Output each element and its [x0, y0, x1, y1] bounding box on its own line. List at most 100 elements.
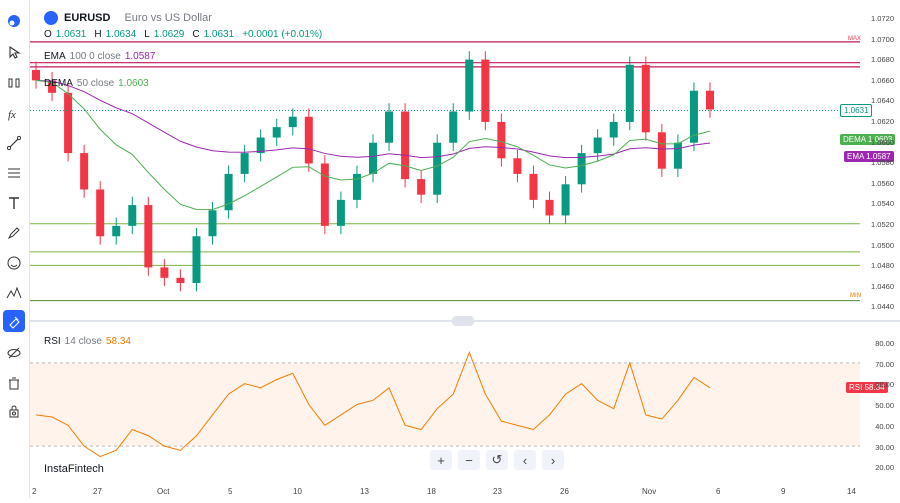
drawing-toolbar: fx	[0, 0, 30, 498]
text-icon[interactable]	[3, 192, 25, 214]
dema-value: 1.0603	[118, 78, 149, 89]
zoom-out-button[interactable]: −	[458, 450, 480, 470]
price-tick: 1.0520	[871, 220, 894, 229]
chart-canvas[interactable]	[30, 0, 900, 498]
logo-icon	[3, 10, 25, 32]
chart-area[interactable]: EURUSD Euro vs US Dollar O 1.0631 H 1.06…	[30, 0, 900, 498]
candle-body	[513, 158, 522, 174]
candle-body	[385, 111, 394, 143]
candle-body	[64, 92, 73, 154]
time-tick: 9	[781, 487, 786, 496]
ema-value: 1.0587	[124, 51, 156, 62]
reset-icon[interactable]: ↺	[486, 450, 508, 470]
rsi-tick: 60.00	[875, 380, 894, 390]
dema-label: DEMA	[44, 78, 73, 89]
candle-body	[32, 69, 40, 81]
candle-type-icon[interactable]	[3, 72, 25, 94]
scroll-back-button[interactable]: ‹	[514, 450, 536, 470]
candle-body	[112, 225, 121, 237]
pattern-icon[interactable]	[3, 282, 25, 304]
candle-body	[304, 116, 313, 164]
zoom-in-button[interactable]: +	[430, 450, 452, 470]
time-tick: 27	[93, 487, 102, 496]
dema-legend[interactable]: DEMA 50 close 1.0603	[44, 78, 149, 89]
rsi-tick: 70.00	[875, 359, 894, 369]
delete-icon[interactable]	[3, 372, 25, 394]
fib-icon[interactable]	[3, 162, 25, 184]
scroll-forward-button[interactable]: ›	[542, 450, 564, 470]
candle-body	[96, 189, 105, 237]
candle-body	[352, 173, 361, 200]
time-tick: 18	[427, 487, 436, 496]
last-price-tag: 1.0631	[840, 104, 873, 117]
candle-body	[80, 153, 89, 190]
symbol-name: Euro vs US Dollar	[124, 12, 212, 24]
high-label: H	[94, 29, 102, 40]
price-tick: 1.0600	[871, 137, 894, 147]
candle-body	[160, 267, 169, 278]
candle-body	[449, 111, 458, 143]
candle-body	[401, 111, 410, 180]
pane-resize-handle	[452, 316, 474, 326]
brush-icon[interactable]	[3, 222, 25, 244]
rsi-legend[interactable]: RSI 14 close 58.34	[44, 336, 131, 347]
settings-icon[interactable]	[3, 400, 25, 422]
time-tick: 2	[32, 487, 37, 496]
close-value: 1.0631	[203, 29, 235, 40]
chart-controls: + − ↺ ‹ ›	[430, 450, 564, 470]
magnet-icon[interactable]	[3, 310, 25, 332]
candle-body	[208, 210, 217, 237]
price-tick: 1.0440	[871, 302, 894, 312]
high-value: 1.0634	[105, 29, 137, 40]
ema-params: 100 0 close	[69, 51, 121, 62]
close-label: C	[192, 29, 200, 40]
candle-body	[369, 142, 377, 174]
rsi-tick: 80.00	[875, 339, 894, 348]
rsi-tick: 20.00	[875, 463, 894, 473]
cursor-icon[interactable]	[3, 42, 25, 64]
candle-body	[609, 121, 618, 138]
hide-icon[interactable]	[3, 342, 25, 364]
rsi-band	[30, 362, 860, 447]
dema-tag: DEMA 1.0603	[840, 134, 896, 145]
low-label: L	[144, 29, 150, 40]
price-tick: 1.0580	[871, 158, 894, 168]
low-value: 1.0629	[153, 29, 185, 40]
candle-body	[577, 153, 586, 185]
time-tick: 14	[847, 487, 856, 496]
ema-legend[interactable]: EMA 100 0 close 1.0587	[44, 51, 155, 62]
candle-body	[224, 173, 233, 211]
candle-body	[545, 199, 554, 216]
price-tick: 1.0620	[871, 117, 894, 126]
candle-body	[625, 64, 634, 122]
svg-text:fx: fx	[8, 109, 16, 121]
price-tick: 1.0680	[871, 55, 894, 65]
candle-body	[433, 142, 442, 195]
rsi-label: RSI	[44, 336, 61, 347]
ema-tag: EMA 1.0587	[844, 151, 894, 162]
candle-body	[48, 80, 57, 93]
watermark: InstaFintech	[44, 463, 104, 475]
ema-label: EMA	[44, 51, 66, 62]
ohlc-legend: O 1.0631 H 1.0634 L 1.0629 C 1.0631 +0.0…	[44, 29, 322, 40]
candle-body	[176, 277, 185, 284]
price-tick: 1.0700	[871, 34, 894, 44]
indicator-icon[interactable]: fx	[3, 102, 25, 124]
rsi-value: 58.34	[105, 336, 131, 347]
candle-body	[465, 59, 474, 112]
rsi-tick: 30.00	[875, 442, 894, 452]
ema-line	[35, 79, 711, 159]
emoji-icon[interactable]	[3, 252, 25, 274]
price-tick: 1.0660	[871, 75, 894, 85]
change-value: +0.0001 (+0.01%)	[242, 29, 323, 40]
time-tick: 26	[560, 487, 569, 496]
candle-body	[256, 137, 265, 154]
rsi-tick: 40.00	[875, 421, 894, 431]
trend-line-icon[interactable]	[3, 132, 25, 154]
time-tick: Oct	[157, 487, 170, 496]
price-tick: 1.0500	[871, 240, 894, 250]
candle-body	[128, 205, 137, 226]
time-tick: Nov	[642, 487, 657, 496]
symbol-ticker: EURUSD	[64, 12, 111, 24]
min-label: MIN	[850, 293, 861, 299]
